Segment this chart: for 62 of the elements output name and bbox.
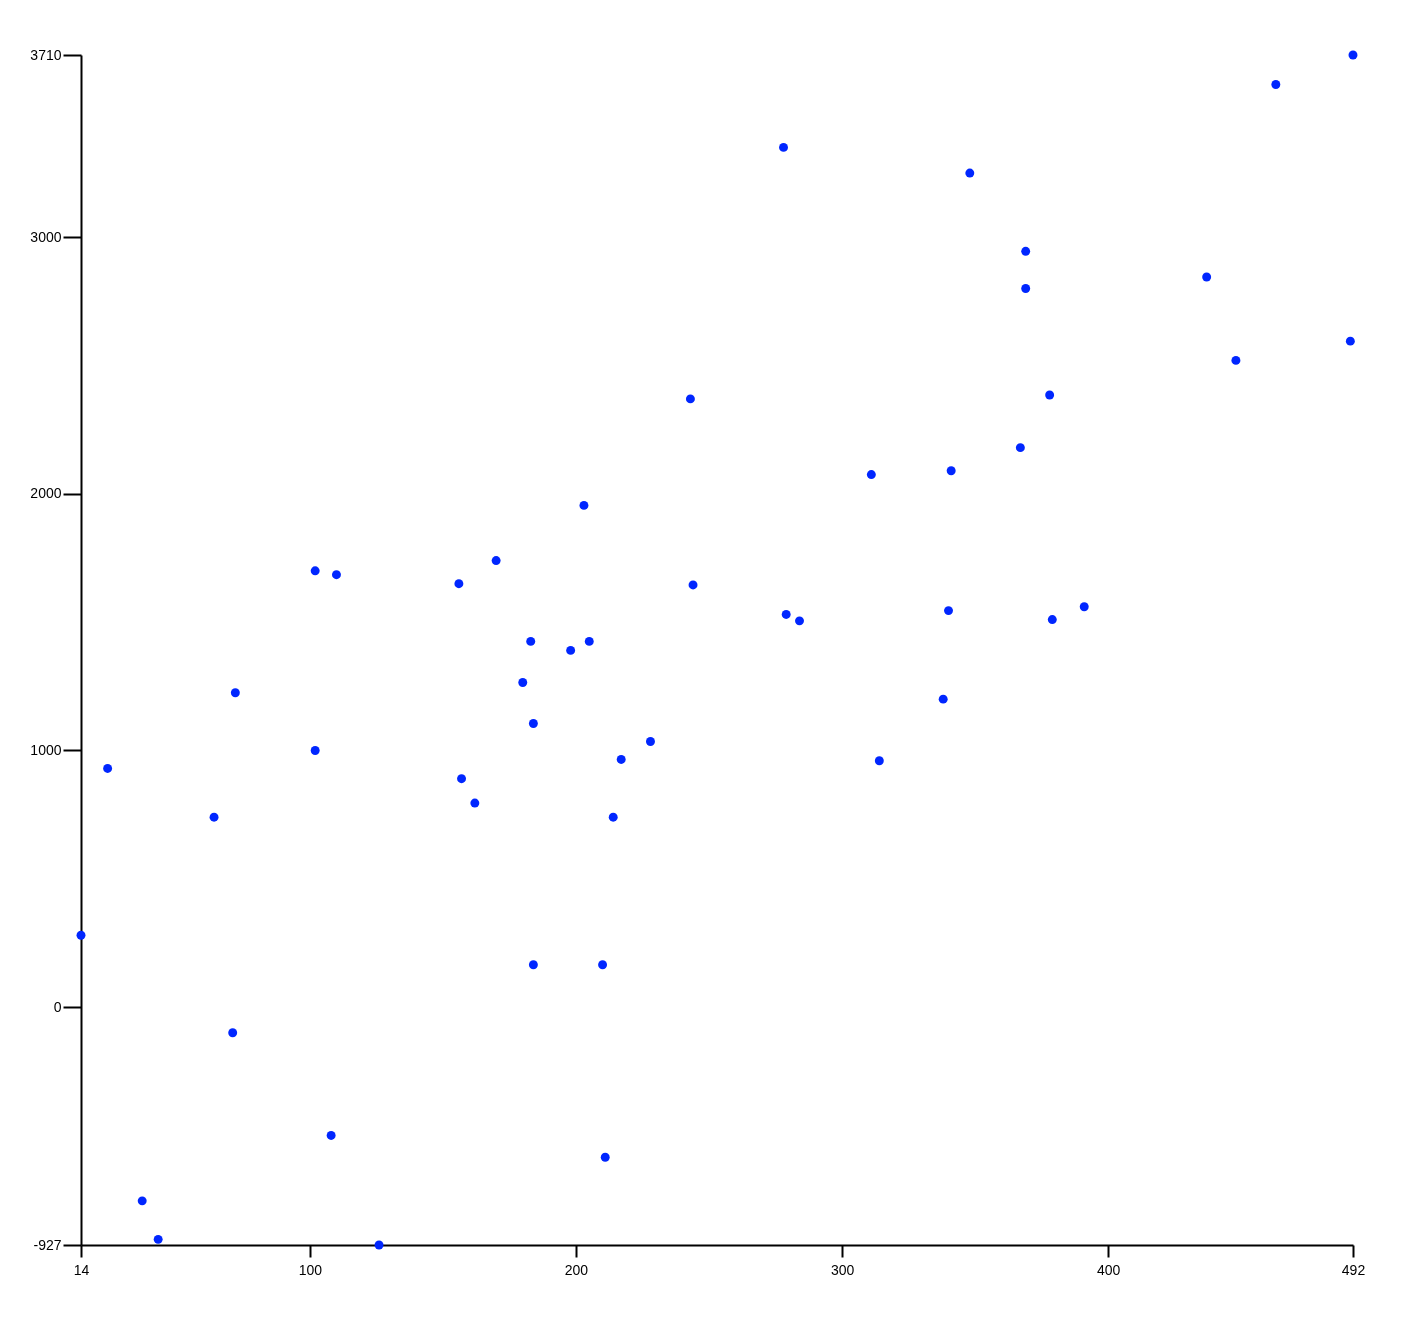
point (584, 636, 594, 646)
point (944, 606, 953, 616)
point (946, 466, 956, 476)
point (1348, 50, 1358, 60)
point (103, 763, 113, 773)
point (137, 1196, 147, 1206)
point (528, 960, 538, 970)
point (470, 798, 480, 808)
point (874, 756, 884, 766)
x-tick-label: 100 (298, 1261, 323, 1278)
y-tick-label: 1000 (30, 741, 62, 758)
y-tick-label: -927 (33, 1236, 62, 1253)
x-tick-label: 400 (1097, 1261, 1121, 1278)
y-tick-label: 3000 (30, 228, 62, 245)
point (528, 719, 538, 728)
point (1045, 390, 1055, 400)
point (209, 812, 219, 822)
point (1047, 615, 1057, 625)
point (228, 1028, 238, 1038)
point (326, 1130, 336, 1140)
point (965, 168, 975, 178)
point (685, 394, 695, 404)
point (566, 645, 576, 655)
point (526, 636, 536, 646)
point (1345, 336, 1355, 346)
y-tick-label: 2000 (30, 485, 62, 502)
point (1021, 246, 1031, 256)
point (646, 737, 655, 746)
point (616, 754, 626, 764)
point (153, 1234, 163, 1244)
point (1079, 602, 1089, 612)
point (518, 678, 528, 687)
point (310, 746, 320, 755)
y-tick-label: 0 (53, 998, 62, 1015)
point (779, 142, 788, 152)
x-tick-label: 300 (830, 1261, 855, 1278)
point (230, 688, 240, 698)
x-tick-label: 14 (73, 1261, 90, 1278)
point (1021, 284, 1031, 293)
point (454, 579, 464, 589)
point (795, 616, 804, 626)
point (1202, 272, 1212, 282)
point (1271, 80, 1281, 89)
point (374, 1240, 384, 1250)
point (491, 556, 501, 566)
point (938, 694, 948, 704)
point (579, 500, 589, 510)
point (76, 930, 86, 940)
point (781, 609, 791, 619)
point (1015, 443, 1025, 453)
point (331, 570, 341, 580)
point (608, 812, 618, 822)
point (600, 1152, 610, 1162)
point (688, 580, 698, 590)
x-tick-label: 492 (1341, 1261, 1366, 1278)
point (866, 470, 876, 480)
x-tick-label: 200 (564, 1261, 589, 1278)
y-tick-label: 3710 (30, 46, 62, 63)
point (1231, 355, 1241, 365)
point (457, 774, 467, 784)
point (598, 960, 608, 970)
point (310, 566, 320, 576)
